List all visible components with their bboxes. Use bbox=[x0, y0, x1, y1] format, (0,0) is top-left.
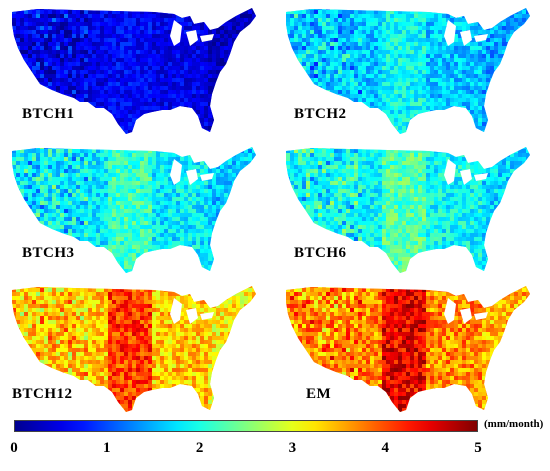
colorbar-tick-5: 5 bbox=[474, 440, 482, 456]
map-panel-em: EM bbox=[278, 280, 546, 418]
colorbar-tick-4: 4 bbox=[381, 440, 389, 456]
panel-label: BTCH1 bbox=[22, 106, 75, 122]
colorbar-gradient bbox=[14, 420, 478, 432]
map-panel-btch12: BTCH12 bbox=[4, 280, 272, 418]
us-map-btch6 bbox=[286, 147, 530, 273]
great-lakes bbox=[170, 20, 214, 46]
panel-label: BTCH6 bbox=[294, 245, 347, 261]
us-map-btch2 bbox=[286, 8, 530, 134]
colorbar-tick-3: 3 bbox=[288, 440, 297, 456]
us-map-btch1 bbox=[12, 8, 256, 134]
colorbar-tick-1: 1 bbox=[103, 440, 111, 456]
us-map-btch3 bbox=[12, 147, 256, 273]
colorbar-tick-2: 2 bbox=[195, 440, 204, 456]
colorbar-legend: (mm/month) 0 1 2 3 4 5 bbox=[10, 418, 550, 471]
us-map-btch12 bbox=[12, 286, 256, 412]
great-lakes bbox=[444, 20, 488, 46]
great-lakes bbox=[444, 159, 488, 185]
colorbar-unit: (mm/month) bbox=[484, 418, 544, 430]
us-map-em bbox=[286, 286, 530, 412]
colorbar-tick-0: 0 bbox=[10, 440, 18, 456]
map-panel-btch3: BTCH3 bbox=[4, 141, 272, 279]
panel-label: BTCH12 bbox=[12, 386, 73, 402]
map-panel-btch1: BTCH1 bbox=[4, 2, 272, 140]
great-lakes bbox=[444, 298, 488, 324]
great-lakes bbox=[170, 159, 214, 185]
panel-label: BTCH3 bbox=[22, 245, 75, 261]
panel-label: BTCH2 bbox=[294, 106, 347, 122]
map-panel-btch2: BTCH2 bbox=[278, 2, 546, 140]
great-lakes bbox=[170, 298, 214, 324]
map-panel-btch6: BTCH6 bbox=[278, 141, 546, 279]
panel-label: EM bbox=[306, 386, 332, 402]
